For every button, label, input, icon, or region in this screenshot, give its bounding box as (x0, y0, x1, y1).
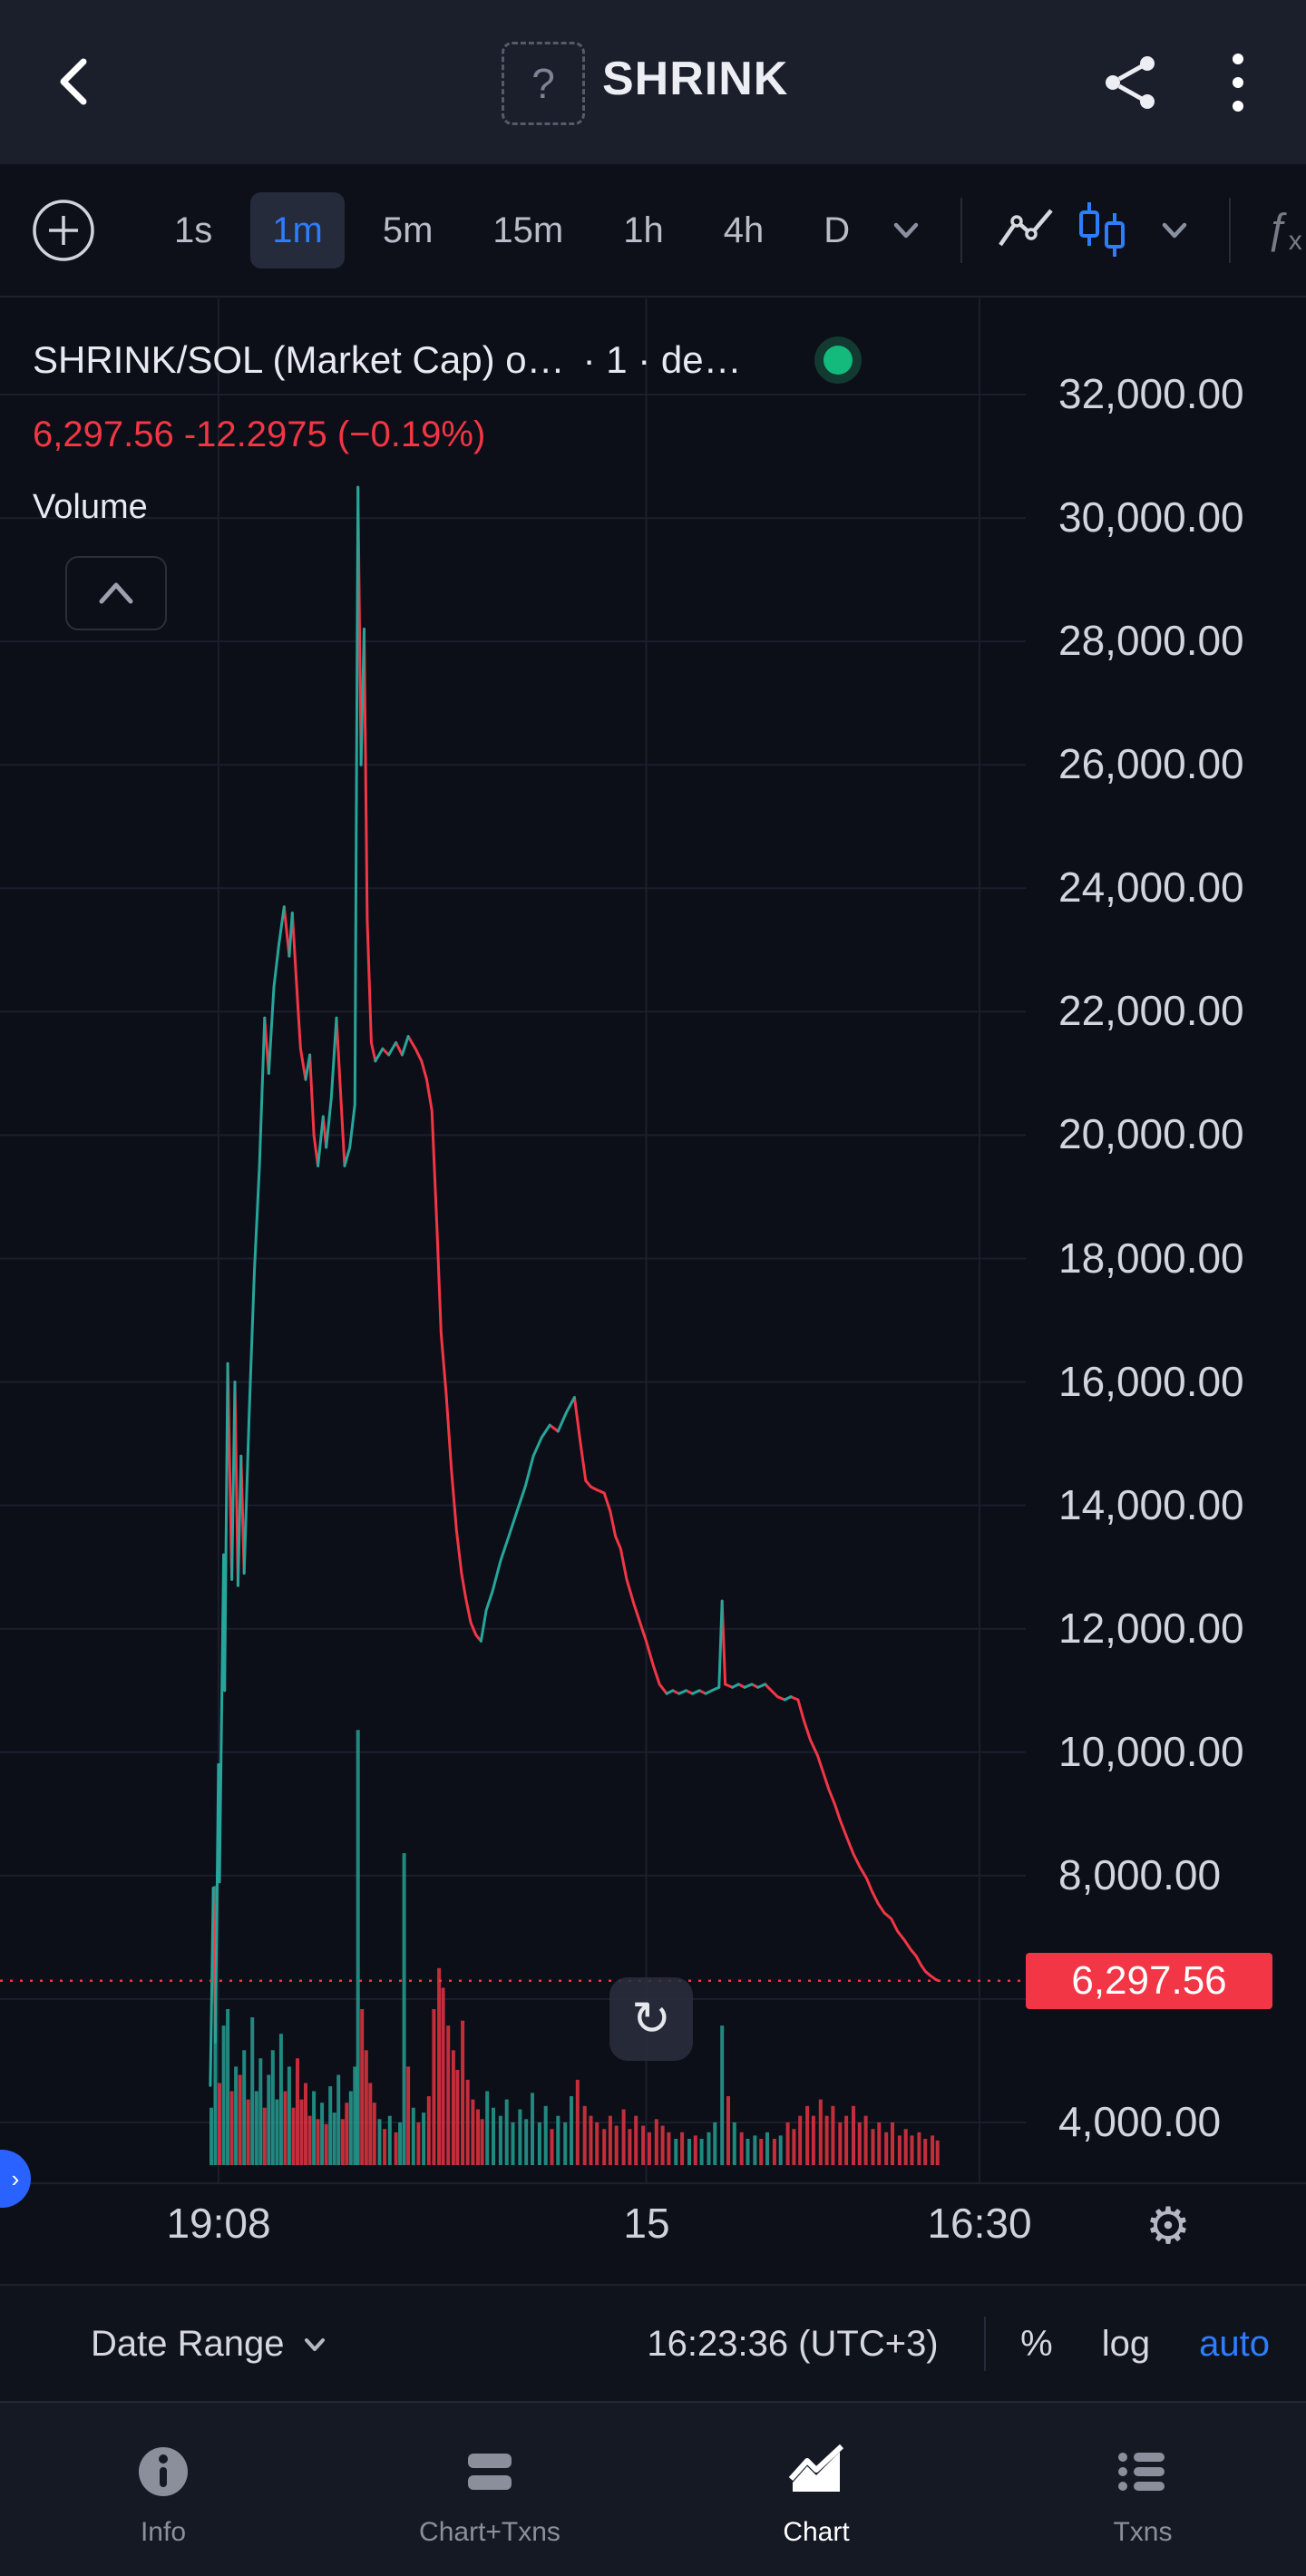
price-axis-label: 26,000.00 (1058, 740, 1244, 788)
price-axis-label: 24,000.00 (1058, 864, 1244, 912)
timeframe-expand-button[interactable] (877, 201, 935, 259)
price-axis-label: 18,000.00 (1058, 1234, 1244, 1282)
legend-price-change: 6,297.56 -12.2975 (−0.19%) (33, 415, 486, 454)
candles-icon (1079, 201, 1126, 257)
indicators-fx-button[interactable]: ƒx (1265, 204, 1302, 256)
chevron-left-icon (60, 58, 87, 105)
line-chart-icon (999, 209, 1053, 246)
toolbar-divider (960, 197, 963, 263)
footer-toolbar: Date Range 16:23:36 (UTC+3) % log auto (0, 2284, 1306, 2403)
time-axis-label: 16:30 (927, 2200, 1032, 2247)
refresh-icon: ↻ (631, 1993, 671, 2045)
nav-item-chart-txns[interactable]: Chart+Txns (326, 2403, 653, 2576)
price-axis-label: 20,000.00 (1058, 1110, 1244, 1158)
token-logo-placeholder: ? (502, 42, 585, 125)
timeframe-button-1s[interactable]: 1s (152, 192, 234, 268)
chart-icon (788, 2444, 844, 2492)
status-dot (814, 337, 862, 384)
chart-settings-button[interactable]: ⚙ (1132, 2190, 1204, 2262)
price-axis-label: 14,000.00 (1058, 1480, 1244, 1528)
kebab-menu-button[interactable] (1206, 44, 1270, 122)
price-axis-label: 10,000.00 (1058, 1727, 1244, 1775)
legend-interval: · 1 · de… (582, 338, 742, 381)
bottom-navigation: Info Chart+Txns Chart Txns (0, 2401, 1306, 2576)
date-range-label: Date Range (91, 2324, 285, 2364)
price-axis-label: 22,000.00 (1058, 987, 1244, 1035)
time-axis[interactable]: 19:08 15 16:30 ⚙ (0, 2182, 1306, 2286)
timeframe-button-D[interactable]: D (802, 192, 872, 268)
price-axis-label: 28,000.00 (1058, 617, 1244, 665)
price-axis-label: 16,000.00 (1058, 1357, 1244, 1405)
plus-circle-icon (33, 199, 94, 261)
price-axis[interactable]: 32,000.00 30,000.00 28,000.00 26,000.00 24,0… (1026, 298, 1306, 2182)
price-axis-label: 30,000.00 (1058, 493, 1244, 542)
candle-chart-type-button[interactable] (1064, 192, 1140, 268)
timeframe-group: 1s 1m 5m 15m 1h 4h D (152, 191, 872, 268)
percent-scale-button[interactable]: % (1020, 2324, 1053, 2364)
info-icon (139, 2447, 188, 2496)
chevron-down-icon (893, 222, 919, 238)
add-compare-button[interactable] (27, 194, 100, 267)
nav-item-txns[interactable]: Txns (980, 2403, 1306, 2576)
chevron-right-icon: › (11, 2164, 20, 2192)
question-mark-icon: ? (531, 60, 555, 107)
nav-item-chart[interactable]: Chart (653, 2403, 980, 2576)
symbol-title[interactable]: SHRINK/SOL (Market Cap) o… (33, 338, 565, 381)
current-price-tag: 6,297.56 (1026, 1952, 1272, 2009)
price-chart-canvas[interactable] (0, 298, 1026, 2182)
price-axis-label: 4,000.00 (1058, 2098, 1222, 2145)
volume-label: Volume (33, 488, 148, 526)
share-icon (1106, 56, 1155, 109)
nav-label: Chart+Txns (419, 2517, 560, 2547)
log-scale-button[interactable]: log (1101, 2324, 1151, 2364)
legend-collapse-button[interactable] (65, 556, 167, 630)
chevron-up-icon (99, 582, 133, 604)
timeframe-button-5m[interactable]: 5m (361, 192, 455, 268)
price-axis-label: 12,000.00 (1058, 1604, 1244, 1652)
chart-legend: SHRINK/SOL (Market Cap) o… · 1 · de… 6,2… (33, 337, 862, 527)
price-axis-label: 8,000.00 (1058, 1850, 1222, 1898)
clock[interactable]: 16:23:36 (UTC+3) (647, 2324, 939, 2364)
nav-item-info[interactable]: Info (0, 2403, 326, 2576)
page-title: SHRINK (602, 53, 789, 105)
share-button[interactable] (1092, 44, 1170, 122)
nav-label: Txns (1113, 2517, 1173, 2547)
auto-scale-button[interactable]: auto (1199, 2324, 1270, 2364)
back-button[interactable] (34, 40, 118, 123)
chart-txns-icon (468, 2454, 512, 2490)
price-axis-label: 32,000.00 (1058, 370, 1244, 417)
chevron-down-icon (1162, 222, 1187, 238)
date-range-button[interactable]: Date Range (91, 2286, 331, 2403)
reset-chart-button[interactable]: ↻ (609, 1977, 693, 2061)
chart-area[interactable]: SHRINK/SOL (Market Cap) o… · 1 · de… 6,2… (0, 298, 1306, 2182)
timeframe-button-1h[interactable]: 1h (601, 192, 686, 268)
timeframe-button-15m[interactable]: 15m (471, 192, 585, 268)
app-header: ? SHRINK (0, 0, 1306, 164)
gear-icon: ⚙ (1145, 2197, 1192, 2254)
timeframe-button-4h[interactable]: 4h (702, 192, 786, 268)
nav-label: Chart (783, 2517, 850, 2547)
toolbar-divider (1229, 197, 1232, 263)
scale-controls: % log auto (1020, 2286, 1270, 2403)
footer-divider (984, 2317, 986, 2371)
nav-label: Info (140, 2517, 187, 2547)
timeframe-button-1m[interactable]: 1m (250, 191, 345, 268)
time-axis-label: 15 (623, 2200, 670, 2247)
txns-list-icon (1118, 2453, 1165, 2491)
line-chart-type-button[interactable] (988, 192, 1064, 268)
kebab-menu-icon (1233, 54, 1243, 112)
fx-icon: ƒ (1265, 204, 1289, 251)
chevron-down-icon (305, 2337, 326, 2351)
chart-type-expand-button[interactable] (1145, 201, 1204, 259)
time-axis-label: 19:08 (166, 2200, 271, 2247)
chart-toolbar: 1s 1m 5m 15m 1h 4h D ƒx (0, 164, 1306, 298)
